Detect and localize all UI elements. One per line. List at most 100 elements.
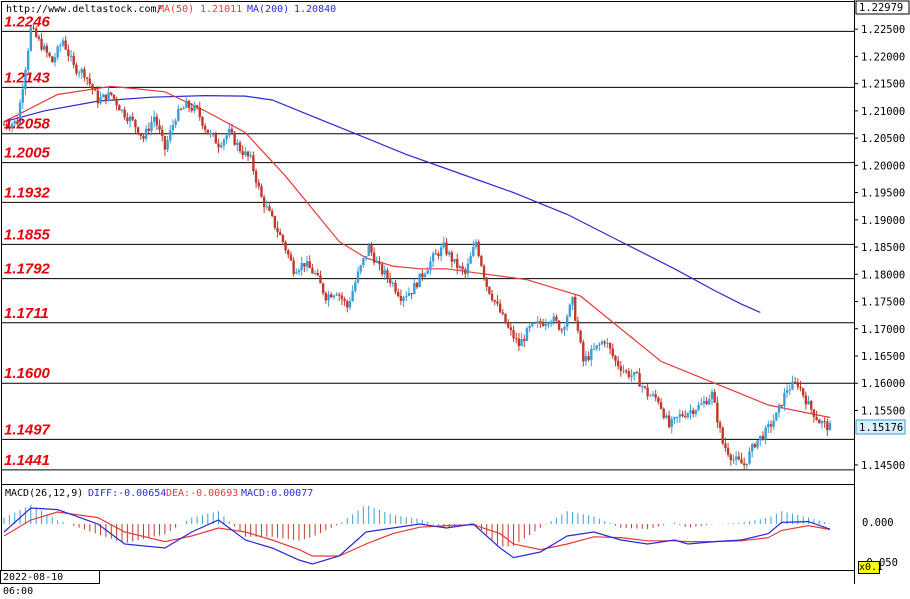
candle-body bbox=[378, 261, 381, 265]
candle-body bbox=[177, 108, 180, 121]
candle-body bbox=[434, 253, 437, 255]
price-tick-label: 1.16000 bbox=[861, 378, 905, 390]
candle-body bbox=[249, 155, 252, 157]
candle-body bbox=[112, 94, 116, 99]
candle-body bbox=[64, 40, 67, 50]
level-label: 1.2058 bbox=[4, 116, 51, 133]
candle-body bbox=[622, 370, 625, 372]
candle-body bbox=[45, 45, 49, 53]
candle-body bbox=[77, 72, 81, 74]
level-label: 1.2005 bbox=[4, 145, 51, 162]
candle-body bbox=[171, 125, 175, 131]
candle-body bbox=[659, 402, 663, 409]
candle-body bbox=[88, 78, 92, 85]
candle-body bbox=[447, 252, 451, 255]
candle-body bbox=[780, 404, 783, 407]
price-tick-label: 1.16500 bbox=[861, 351, 905, 363]
candle-body bbox=[273, 215, 277, 228]
candle-body bbox=[509, 327, 513, 331]
price-tick-label: 1.19500 bbox=[861, 188, 905, 200]
candle-body bbox=[252, 155, 255, 172]
candle-body bbox=[193, 105, 196, 111]
candle-body bbox=[456, 258, 459, 268]
candle-body bbox=[539, 321, 542, 324]
current-price-box bbox=[855, 419, 906, 435]
candle-body bbox=[410, 292, 413, 295]
candle-body bbox=[740, 459, 743, 464]
candle-body bbox=[485, 277, 488, 287]
candle-body bbox=[523, 338, 526, 341]
candle-body bbox=[576, 320, 580, 331]
candle-body bbox=[21, 89, 24, 103]
candle-body bbox=[161, 129, 164, 137]
candle-body bbox=[748, 451, 751, 464]
candle-body bbox=[303, 263, 306, 267]
candle-body bbox=[319, 275, 322, 284]
price-tick-label: 1.17500 bbox=[861, 297, 905, 309]
candle-body bbox=[225, 135, 228, 140]
candle-body bbox=[643, 386, 647, 388]
candle-body bbox=[40, 38, 43, 50]
candle-body bbox=[681, 414, 684, 417]
candle-body bbox=[292, 260, 295, 274]
price-tick-label: 1.20000 bbox=[861, 160, 905, 172]
candle-body bbox=[793, 381, 797, 383]
candle-body bbox=[102, 94, 105, 98]
candle-body bbox=[386, 270, 389, 278]
candle-body bbox=[775, 412, 778, 421]
candle-body bbox=[536, 321, 539, 324]
candle-body bbox=[324, 293, 328, 301]
candle-body bbox=[549, 321, 553, 325]
candle-body bbox=[281, 235, 285, 242]
candle-body bbox=[423, 273, 427, 277]
candle-body bbox=[619, 366, 623, 371]
candle-body bbox=[702, 401, 706, 404]
candle-body bbox=[764, 427, 767, 440]
candle-body bbox=[80, 69, 83, 73]
candle-body bbox=[820, 421, 824, 424]
candle-body bbox=[308, 261, 311, 269]
moving-averages bbox=[3, 85, 831, 419]
ma200-label: MA(200) bbox=[247, 4, 289, 15]
candle-body bbox=[67, 49, 70, 56]
candle-body bbox=[751, 444, 754, 452]
candle-body bbox=[356, 271, 360, 283]
candle-body bbox=[244, 151, 247, 156]
candle-body bbox=[321, 283, 325, 294]
zoom-button[interactable]: x0.1 bbox=[858, 561, 884, 574]
ma50-label: MA(50) bbox=[158, 4, 194, 15]
candle-body bbox=[13, 120, 16, 124]
candle-body bbox=[59, 45, 62, 47]
candle-body bbox=[439, 247, 443, 257]
candle-body bbox=[399, 295, 403, 301]
candle-body bbox=[75, 64, 78, 74]
candle-body bbox=[316, 272, 319, 276]
candle-body bbox=[670, 419, 673, 428]
candle-body bbox=[26, 50, 30, 70]
candle-body bbox=[32, 27, 35, 29]
candle-body bbox=[415, 282, 419, 288]
candle-body bbox=[338, 294, 341, 296]
candle-body bbox=[118, 105, 121, 111]
candle-body bbox=[759, 435, 762, 441]
candle-body bbox=[270, 210, 274, 216]
candle-body bbox=[501, 312, 505, 314]
candle-body bbox=[152, 116, 156, 122]
candle-body bbox=[233, 132, 236, 145]
candle-body bbox=[236, 142, 239, 145]
candle-body bbox=[29, 27, 33, 51]
price-tick-label: 1.21500 bbox=[861, 79, 905, 91]
candle-body bbox=[547, 324, 550, 326]
candle-body bbox=[246, 151, 250, 157]
candle-body bbox=[568, 304, 572, 317]
candle-body bbox=[504, 313, 507, 324]
candle-body bbox=[214, 134, 218, 144]
candle-body bbox=[351, 291, 354, 302]
candle-body bbox=[442, 242, 446, 248]
candle-body bbox=[61, 40, 65, 46]
candle-body bbox=[364, 255, 368, 259]
macd-value: MACD:0.00077 bbox=[241, 488, 313, 499]
candle-body bbox=[56, 46, 59, 58]
candle-body bbox=[217, 143, 220, 148]
candle-body bbox=[678, 414, 682, 417]
